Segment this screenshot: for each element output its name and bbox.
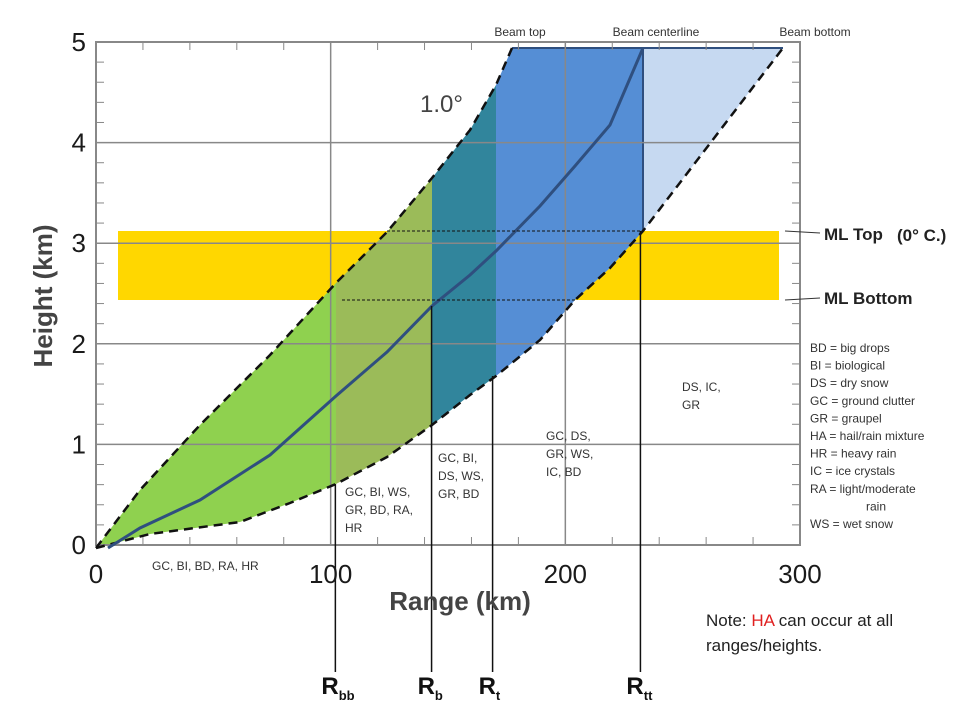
zone-label-line: IC, BD — [546, 465, 582, 479]
plot-grid — [95, 41, 801, 546]
x-tick-label: 200 — [544, 559, 587, 589]
y-tick-label: 5 — [72, 27, 86, 57]
legend-entry: GR = graupel — [810, 411, 882, 425]
zone-fill-2 — [336, 178, 432, 484]
legend-entry: BI = biological — [810, 359, 885, 373]
legend-entry: RA = light/moderate — [810, 482, 916, 496]
range-marker-subscript: tt — [644, 688, 653, 703]
y-tick-label: 1 — [72, 429, 86, 459]
note-prefix: Note: — [706, 611, 752, 630]
zone-fill-3 — [432, 85, 496, 425]
x-tick-label: 300 — [778, 559, 821, 589]
beam-bottom-line — [95, 47, 784, 550]
beam-centerline-label: Beam centerline — [613, 25, 700, 39]
x-tick-labels: 0 100 200 300 — [89, 559, 822, 589]
legend-entry: WS = wet snow — [810, 517, 893, 531]
zone-label-line: HR — [345, 521, 363, 535]
y-tick-label: 4 — [72, 128, 86, 158]
zone-label-line: GC, DS, — [546, 429, 591, 443]
beam-bottom-label: Beam bottom — [779, 25, 850, 39]
zone-label-line: GR, BD, RA, — [345, 503, 413, 517]
legend-entry: DS = dry snow — [810, 376, 889, 390]
abbreviation-legend: BD = big drops BI = biological DS = dry sn… — [810, 341, 925, 531]
beam-top-label: Beam top — [494, 25, 546, 39]
zone-labels: GC, BI, BD, RA, HR GC, BI, WS, GR, BD, RA,… — [152, 380, 721, 573]
range-marker-label: Rtt — [626, 673, 653, 703]
range-marker-lines — [334, 231, 642, 672]
x-axis-title: Range (km) — [389, 586, 531, 616]
zone-label-line: DS, IC, — [682, 380, 721, 394]
zone-label-line: GR — [682, 398, 700, 412]
range-marker-subscript: b — [435, 688, 443, 703]
y-tick-label: 2 — [72, 329, 86, 359]
note-highlight: HA — [751, 611, 775, 630]
x-tick-label: 100 — [309, 559, 352, 589]
ml-top-extra-label: (0° C.) — [897, 226, 946, 245]
legend-entry: HA = hail/rain mixture — [810, 429, 925, 443]
y-tick-label: 0 — [72, 530, 86, 560]
beam-top-line — [95, 47, 514, 549]
ml-top-leader — [784, 230, 821, 234]
plot-frame — [95, 41, 801, 546]
elevation-angle-label: 1.0° — [420, 91, 463, 118]
zone-label-line: GC, BI, WS, — [345, 485, 410, 499]
zone-label-line: GR, BD — [438, 487, 480, 501]
legend-entry: rain — [866, 499, 886, 513]
range-marker-labels: Rbb Rb Rt Rtt — [321, 673, 653, 703]
y-tick-labels: 0 1 2 3 4 5 — [72, 27, 86, 560]
legend-entry: GC = ground clutter — [810, 394, 915, 408]
legend-entry: BD = big drops — [810, 341, 890, 355]
range-marker-label: Rt — [479, 673, 501, 703]
range-marker-subscript: t — [496, 688, 501, 703]
zone-label-line: GR, WS, — [546, 447, 593, 461]
zone-label-line: DS, WS, — [438, 469, 484, 483]
x-tick-label: 0 — [89, 559, 103, 589]
zone-label-line: GC, BI, BD, RA, HR — [152, 559, 259, 573]
range-marker-subscript: bb — [339, 688, 355, 703]
range-marker-label: Rbb — [321, 673, 354, 703]
note-suffix: can occur at all ranges/heights. — [706, 611, 894, 655]
range-marker-label: Rb — [418, 673, 443, 703]
note-box: Note: HA can occur at all ranges/heights… — [706, 608, 906, 658]
y-axis-title: Height (km) — [28, 225, 58, 368]
legend-entry: IC = ice crystals — [810, 464, 895, 478]
zone-label-line: GC, BI, — [438, 451, 477, 465]
ml-top-label: ML Top — [824, 225, 883, 244]
legend-entry: HR = heavy rain — [810, 447, 896, 461]
ml-bottom-label: ML Bottom — [824, 289, 912, 308]
y-tick-label: 3 — [72, 228, 86, 258]
ml-bottom-leader — [784, 297, 821, 301]
zone-fill-1 — [96, 283, 336, 548]
